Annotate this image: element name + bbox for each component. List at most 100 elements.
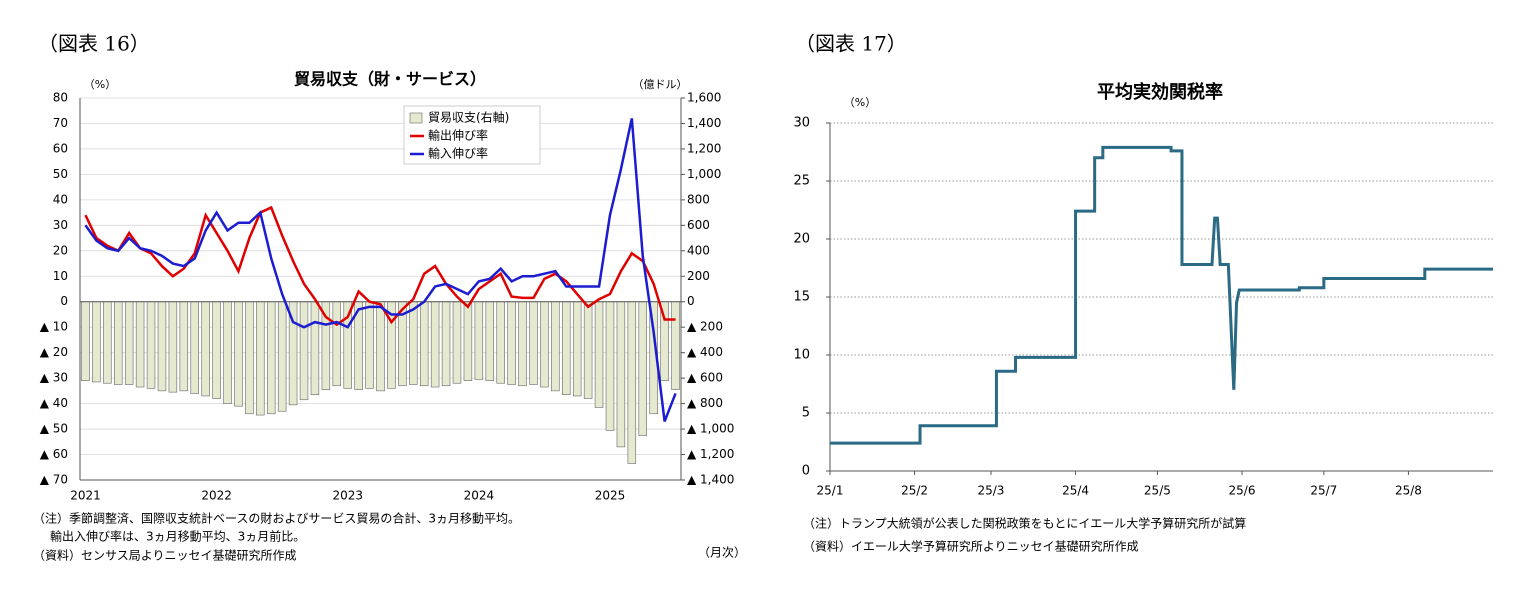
- bar: [168, 301, 178, 393]
- y-tick-label: 15: [793, 290, 810, 305]
- legend-label: 輸入伸び率: [428, 146, 488, 161]
- x-tick-label: 2022: [201, 489, 232, 503]
- bar: [452, 301, 462, 384]
- y-tick-label: 10: [53, 269, 68, 283]
- legend-swatch: [409, 112, 423, 124]
- legend-label: 輸出伸び率: [428, 128, 488, 143]
- bar: [310, 301, 320, 395]
- bar: [114, 301, 123, 385]
- bar: [245, 301, 254, 415]
- bar: [638, 301, 647, 436]
- y-tick-label: ▲ 50: [40, 422, 68, 436]
- y-tick-label: 50: [53, 167, 68, 181]
- x-tick-label: 25/4: [1062, 484, 1089, 498]
- figure-label: （図表 17）: [795, 32, 907, 56]
- bar: [594, 301, 604, 408]
- y-tick-label: 70: [53, 116, 68, 130]
- y-tick-label: ▲ 60: [40, 447, 68, 461]
- y-tick-label: 0: [60, 294, 68, 308]
- bar: [124, 301, 134, 385]
- bar: [474, 301, 484, 380]
- y2-tick-label: 200: [687, 269, 710, 283]
- y-tick-label: 60: [53, 141, 68, 155]
- bar: [430, 301, 440, 388]
- bar: [92, 301, 101, 383]
- y2-tick-label: 800: [687, 192, 710, 206]
- bar: [234, 301, 243, 407]
- x-tick-label: 25/8: [1395, 484, 1422, 498]
- bar: [583, 301, 593, 399]
- y-tick-label: 30: [53, 218, 68, 232]
- y2-tick-label: 400: [687, 243, 710, 257]
- y2-tick-label: 1,600: [687, 91, 721, 105]
- bar: [572, 301, 582, 397]
- bar: [299, 301, 309, 401]
- y2-tick-label: ▲ 400: [687, 345, 723, 359]
- x-tick-label: 25/3: [977, 484, 1004, 498]
- y-tick-label: 30: [793, 116, 810, 131]
- y-tick-label: 5: [802, 406, 810, 421]
- x-tick-label: 25/1: [817, 484, 844, 498]
- x-tick-label: 25/6: [1229, 484, 1256, 498]
- x-tick-label: 2023: [332, 489, 363, 503]
- y2-tick-label: 1,200: [687, 141, 721, 155]
- note: （資料）イエール大学予算研究所よりニッセイ基礎研究所作成: [803, 539, 1139, 554]
- bar: [179, 301, 189, 392]
- y2-tick-label: 0: [687, 294, 695, 308]
- legend-label: 貿易収支(右軸): [428, 110, 509, 125]
- y-tick-label: 20: [53, 243, 68, 257]
- bar: [496, 301, 505, 384]
- note: （資料）センサス局よりニッセイ基礎研究所作成: [33, 548, 297, 563]
- bar: [223, 301, 232, 404]
- y-tick-label: 20: [793, 232, 810, 247]
- bar: [518, 301, 527, 387]
- bar: [201, 301, 210, 397]
- y-tick-label: ▲ 20: [40, 345, 68, 359]
- x-tick-label: 2025: [595, 489, 626, 503]
- bar: [157, 301, 167, 392]
- bar: [190, 301, 199, 394]
- figure-label: （図表 16）: [38, 32, 150, 56]
- y-tick-label: 10: [793, 348, 810, 363]
- y2-tick-label: ▲ 600: [687, 371, 723, 385]
- y2-tick-label: ▲ 1,000: [687, 422, 734, 436]
- y2-tick-label: 1,000: [687, 167, 721, 181]
- line: [830, 145, 1493, 445]
- chart-title: 平均実効関税率: [1097, 81, 1223, 103]
- y-tick-label: ▲ 10: [40, 320, 68, 334]
- bar: [605, 301, 615, 431]
- x-tick-label: 25/7: [1310, 484, 1337, 498]
- legend-box: [403, 105, 541, 165]
- line: [84, 118, 677, 422]
- bar: [616, 301, 626, 448]
- bar: [135, 301, 145, 388]
- bar: [540, 301, 549, 388]
- bar: [332, 301, 342, 387]
- bar: [627, 301, 637, 464]
- y-tick-label: 0: [802, 464, 810, 479]
- y-tick-label: 40: [53, 192, 68, 206]
- line: [84, 205, 676, 327]
- y-tick-label: ▲ 40: [40, 396, 68, 410]
- bar: [212, 301, 221, 399]
- bar: [277, 301, 287, 412]
- bar: [507, 301, 516, 385]
- y2-tick-label: ▲ 1,200: [687, 447, 734, 461]
- bar: [256, 301, 265, 416]
- bar: [81, 301, 90, 381]
- y2-unit: （億ドル）: [633, 78, 688, 91]
- bar: [365, 301, 374, 389]
- y-tick-label: ▲ 30: [40, 371, 68, 385]
- bar: [463, 301, 473, 381]
- x-tick-label: 25/5: [1144, 484, 1171, 498]
- y2-tick-label: 1,400: [687, 116, 721, 130]
- bar: [419, 301, 429, 387]
- y-unit: （%）: [844, 96, 876, 109]
- y2-tick-label: ▲ 800: [687, 396, 723, 410]
- bar: [146, 301, 156, 389]
- bar: [529, 301, 538, 385]
- y2-tick-label: ▲ 1,400: [687, 473, 734, 487]
- bar: [103, 301, 112, 384]
- note: 輸出入伸び率は、3ヵ月移動平均、3ヵ月前比。: [50, 529, 305, 544]
